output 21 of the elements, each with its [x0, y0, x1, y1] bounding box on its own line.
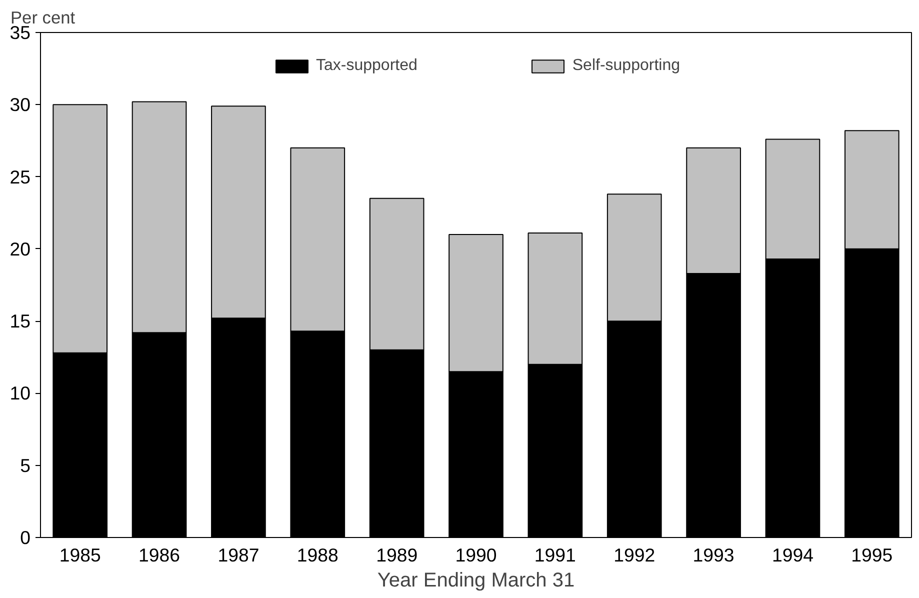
- x-tick-label: 1985: [59, 544, 101, 566]
- x-tick-label: 1987: [218, 544, 260, 566]
- x-tick-label: 1986: [138, 544, 180, 566]
- x-axis-title: Year Ending March 31: [377, 570, 575, 592]
- x-tick-label: 1995: [851, 544, 893, 566]
- x-tick-label: 1989: [376, 544, 418, 566]
- y-tick-label: 5: [20, 454, 31, 476]
- y-tick-label: 15: [10, 310, 31, 332]
- x-tick-label: 1992: [614, 544, 656, 566]
- x-tick-label: 1994: [772, 544, 814, 566]
- y-tick-label: 30: [10, 94, 31, 116]
- y-tick-label: 10: [10, 382, 31, 404]
- y-tick-label: 20: [10, 238, 31, 260]
- x-tick-label: 1991: [534, 544, 576, 566]
- y-tick-label: 25: [10, 166, 31, 188]
- y-tick-label: 0: [20, 527, 31, 548]
- x-tick-label: 1990: [455, 544, 497, 566]
- x-tick-label: 1988: [296, 544, 338, 566]
- x-tick-label: 1993: [692, 544, 734, 566]
- legend-label: Self-supporting: [572, 57, 680, 75]
- legend-label: Tax-supported: [316, 57, 418, 75]
